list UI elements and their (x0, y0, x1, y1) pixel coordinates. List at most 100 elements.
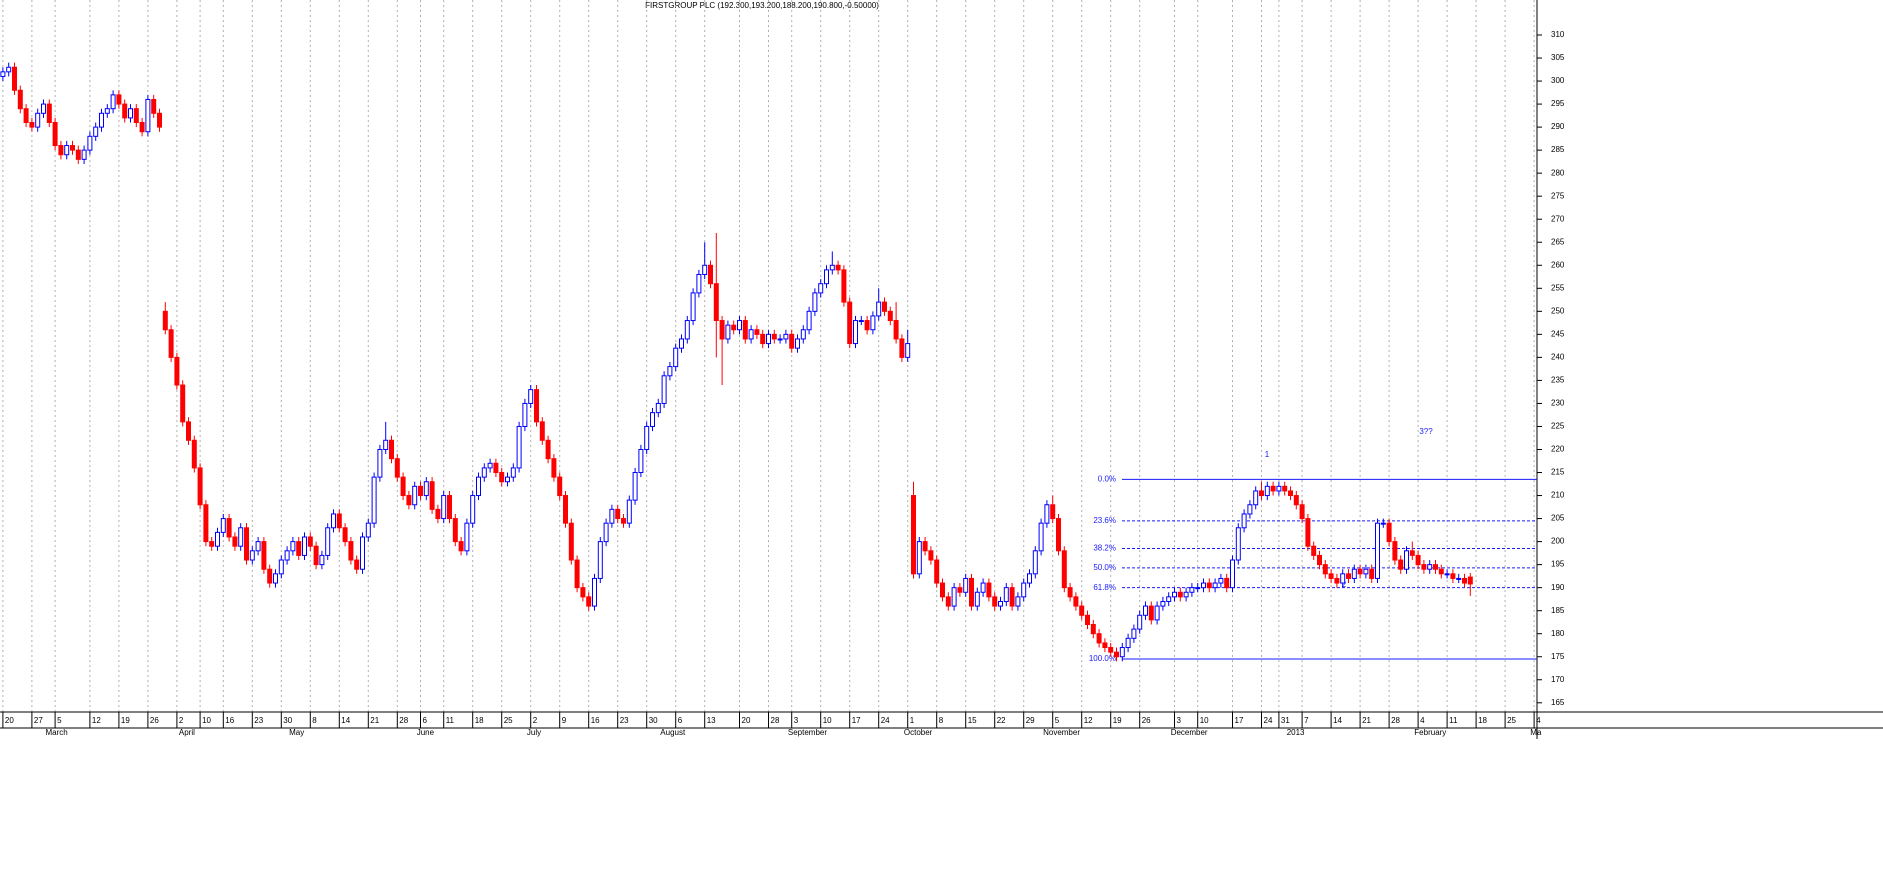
candle-body (766, 333, 771, 345)
x-tick-label: 28 (399, 716, 408, 725)
candle-body (661, 375, 667, 404)
candle-body (986, 582, 992, 598)
candle-body (876, 301, 882, 317)
candle-body (905, 343, 911, 358)
candle-body (1027, 573, 1032, 584)
candle-body (719, 320, 725, 340)
candle-body (708, 264, 713, 285)
candle-body (882, 301, 887, 312)
candle-body (1183, 591, 1189, 598)
x-tick-label: 14 (1333, 716, 1342, 725)
candle-body (760, 333, 766, 345)
candle-body (1160, 600, 1166, 607)
x-tick-label: 13 (707, 716, 716, 725)
candle-body (1073, 596, 1079, 607)
fib-label: 100.0% (1089, 654, 1116, 663)
y-tick-label: 200 (1551, 537, 1565, 546)
candle-body (1351, 568, 1357, 579)
candle-body (812, 292, 818, 312)
candle-body (197, 467, 203, 506)
candle-body (232, 536, 238, 547)
month-label: April (179, 728, 195, 737)
candle-body (696, 273, 702, 294)
candle-body (742, 320, 748, 340)
candle-body (818, 283, 824, 294)
candle-body (963, 577, 969, 593)
candle-body (1015, 596, 1021, 607)
x-tick-label: 18 (1478, 716, 1487, 725)
candle-body (574, 559, 580, 589)
candle-body (1392, 541, 1398, 561)
candle-body (580, 587, 586, 598)
candle-body (1421, 564, 1427, 570)
candle-body (922, 541, 928, 552)
candle-body (1085, 614, 1090, 625)
candle-body (806, 310, 812, 331)
candle-body (1288, 490, 1293, 497)
fib-label: 38.2% (1093, 544, 1116, 553)
x-tick-label: 31 (1281, 716, 1290, 725)
candle-body (980, 582, 986, 593)
candle-body (1102, 642, 1108, 649)
candle-body (1438, 568, 1444, 575)
x-tick-label: 25 (1507, 716, 1516, 725)
x-tick-label: 4 (1536, 716, 1541, 725)
candle-body (528, 389, 534, 404)
fib-label: 61.8% (1093, 583, 1116, 592)
x-tick-label: 28 (771, 716, 780, 725)
x-tick-label: 21 (370, 716, 379, 725)
candle-body (116, 94, 122, 105)
candle-body (180, 384, 186, 423)
candle-body (1264, 485, 1270, 497)
candle-body (1201, 582, 1206, 589)
y-tick-label: 220 (1551, 445, 1565, 454)
candle-body (539, 421, 545, 441)
y-tick-label: 185 (1551, 606, 1565, 615)
candle-body (1079, 605, 1085, 616)
candle-body (644, 425, 650, 450)
candle-body (1386, 522, 1392, 543)
candle-body (209, 541, 215, 547)
y-tick-label: 235 (1551, 376, 1565, 385)
candle-body (1206, 582, 1212, 589)
x-tick-label: 14 (341, 716, 350, 725)
y-tick-label: 170 (1551, 675, 1565, 684)
candle-body (1212, 582, 1218, 589)
candle-body (255, 541, 261, 552)
candle-body (1270, 485, 1276, 492)
candle-body (377, 448, 383, 478)
candle-body (754, 329, 760, 335)
month-label: July (527, 728, 541, 737)
x-tick-label: 6 (678, 716, 683, 725)
candle-body (650, 412, 655, 427)
candle-body (104, 108, 110, 114)
x-tick-label: 5 (57, 716, 62, 725)
candle-body (632, 472, 638, 501)
candle-body (383, 439, 389, 450)
x-tick-label: 12 (92, 716, 101, 725)
candle-body (951, 587, 957, 607)
candle-body (93, 126, 99, 137)
candle-body (354, 559, 360, 570)
month-label: May (289, 728, 304, 737)
x-tick-label: 2 (179, 716, 184, 725)
candle-body (1137, 614, 1143, 630)
candle-body (273, 573, 278, 584)
candle-body (244, 527, 249, 561)
candle-body (777, 338, 783, 341)
candle-body (394, 458, 400, 478)
candle-body (412, 485, 418, 506)
candle-body (1125, 637, 1131, 649)
y-tick-label: 305 (1551, 53, 1565, 62)
x-tick-label: 19 (121, 716, 130, 725)
candle-body (626, 499, 632, 524)
candle-body (110, 94, 116, 110)
y-tick-label: 290 (1551, 122, 1565, 131)
candle-body (510, 467, 516, 478)
candle-body (998, 600, 1003, 607)
x-tick-label: 8 (312, 716, 317, 725)
candle-body (1061, 550, 1067, 589)
candle-body (458, 541, 464, 552)
candle-body (249, 550, 255, 561)
month-label: October (904, 728, 933, 737)
